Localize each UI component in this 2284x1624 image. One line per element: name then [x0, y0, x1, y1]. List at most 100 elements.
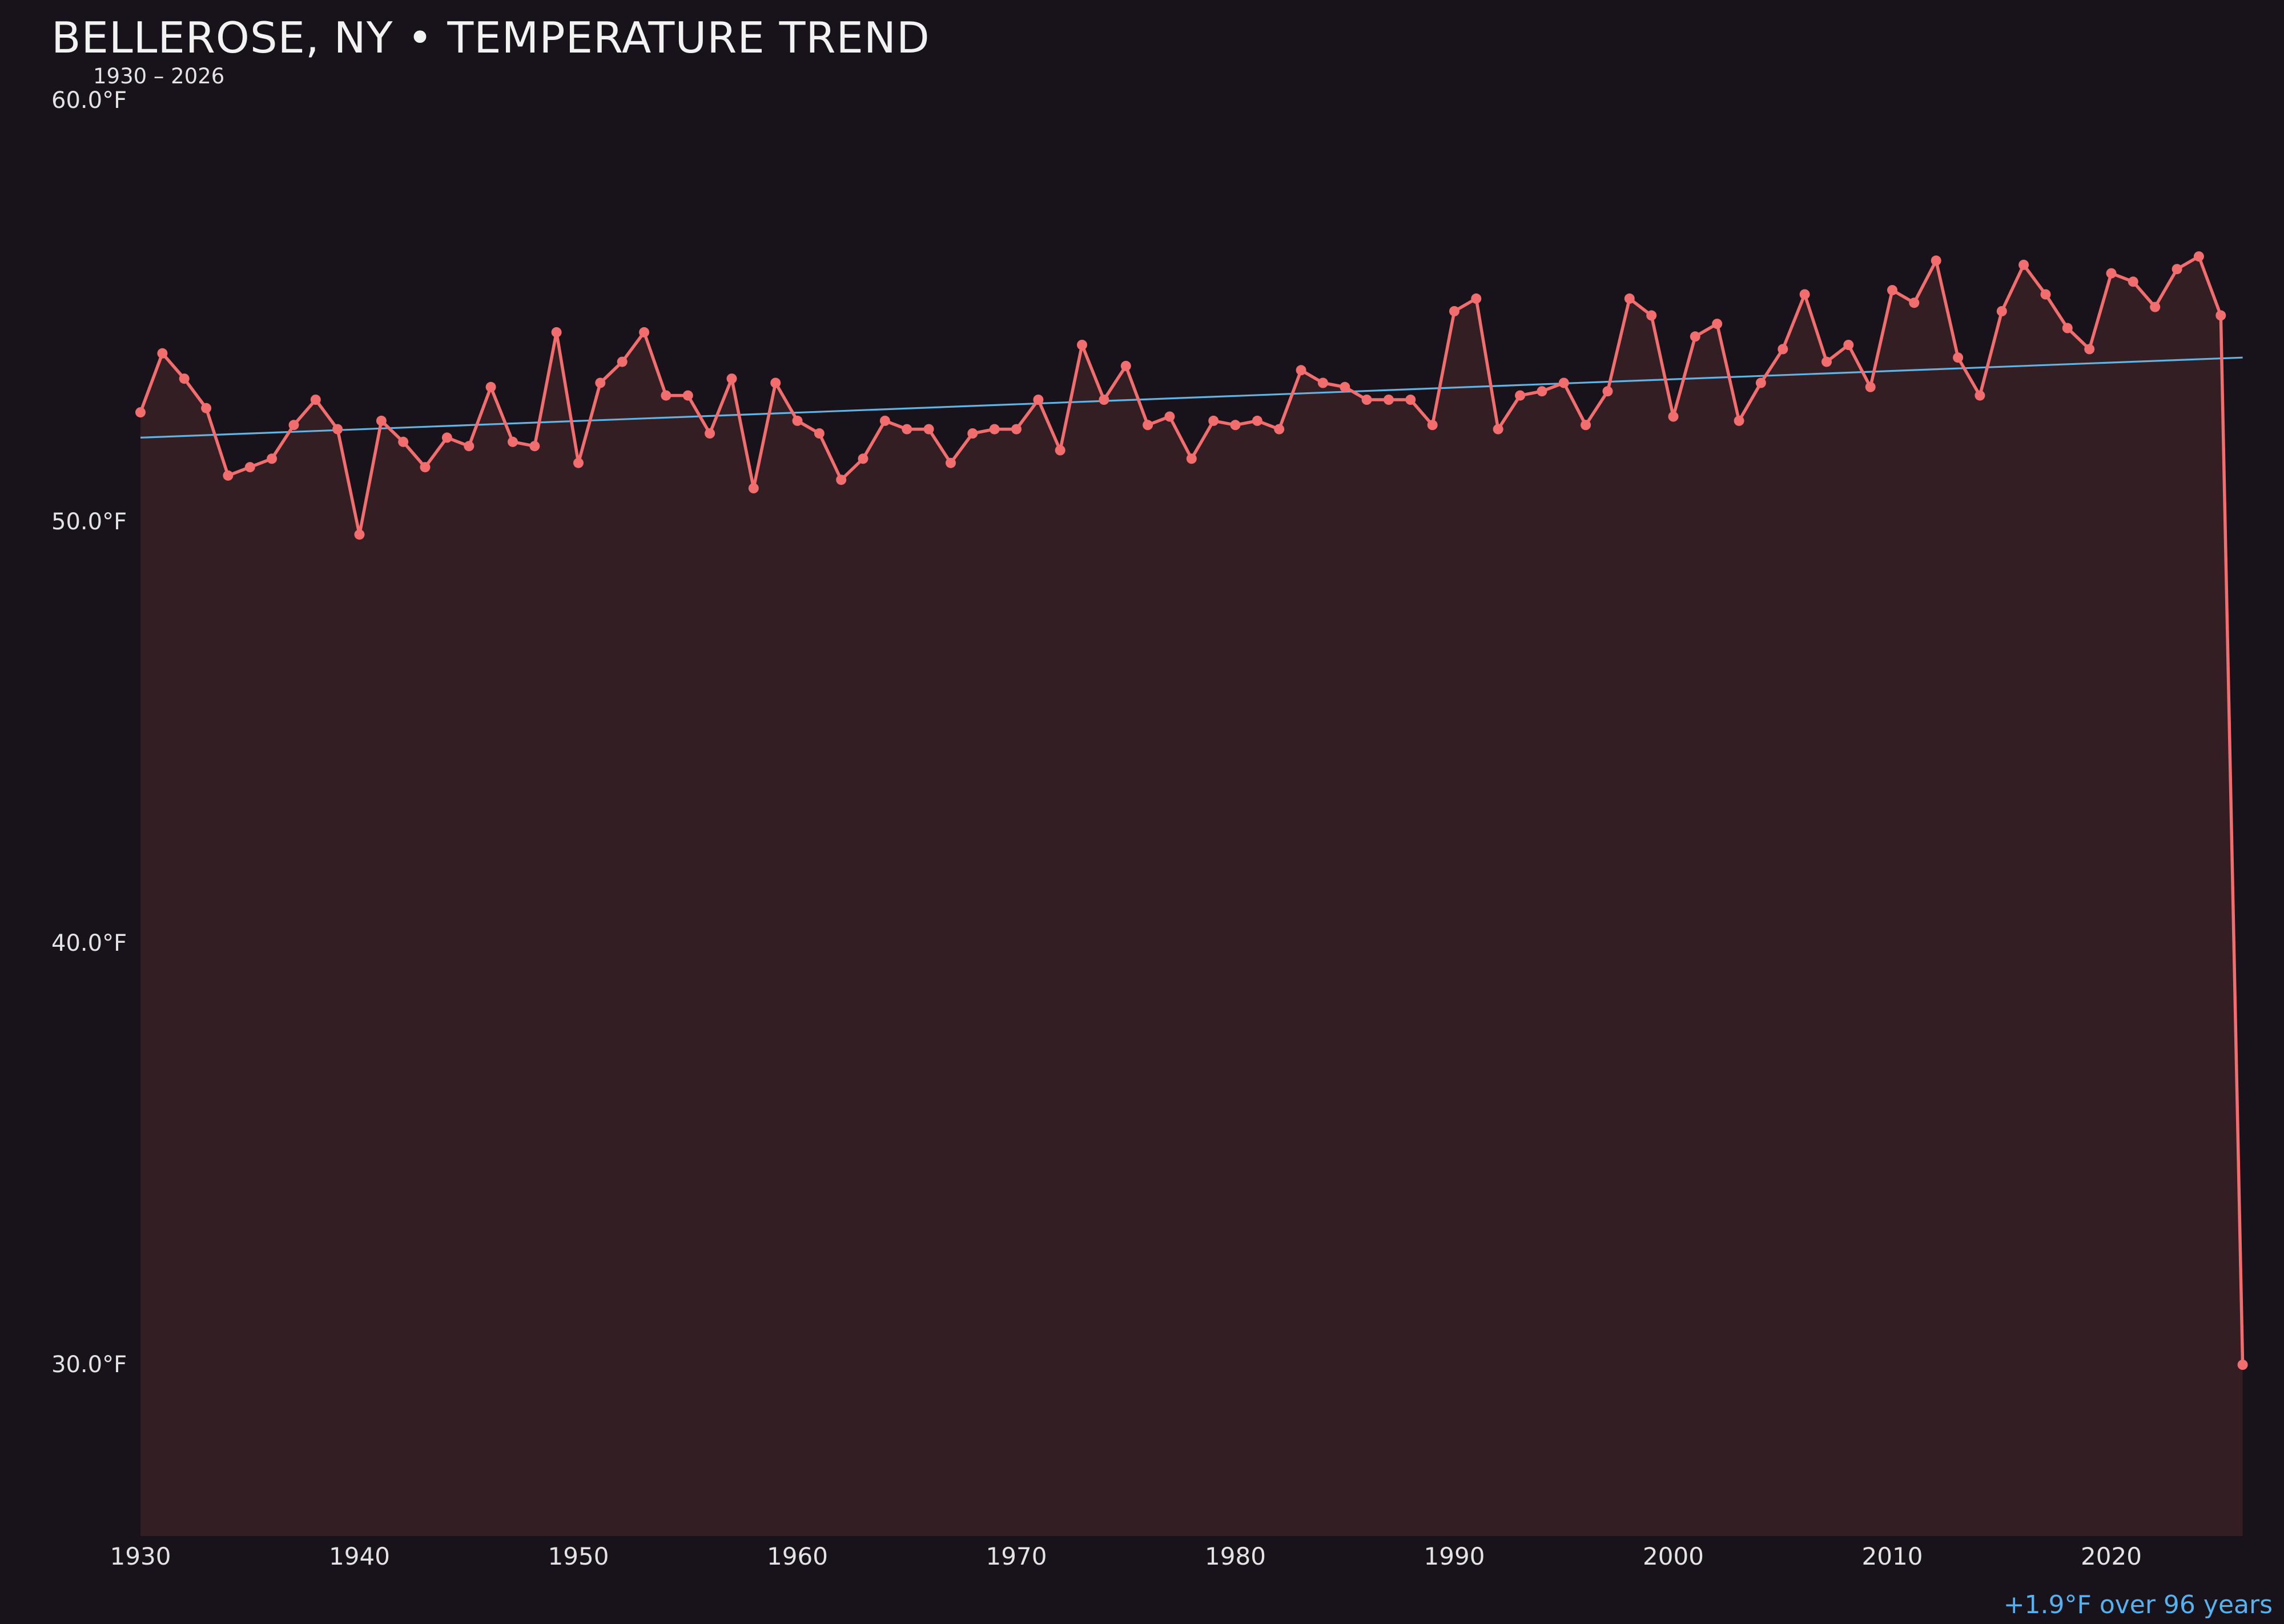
temperature-point	[2215, 310, 2226, 321]
temperature-point	[1668, 411, 1679, 422]
temperature-point	[792, 415, 803, 426]
temperature-point	[1734, 415, 1744, 426]
temperature-point	[1427, 420, 1438, 431]
temperature-point	[770, 377, 781, 388]
temperature-point	[923, 424, 934, 435]
x-tick-label: 1970	[986, 1542, 1047, 1570]
temperature-point	[1602, 386, 1613, 397]
y-tick-label: 50.0°F	[51, 509, 127, 535]
temperature-point	[551, 327, 562, 337]
temperature-point	[2018, 259, 2029, 270]
temperature-point	[1186, 453, 1197, 464]
temperature-point	[1120, 360, 1131, 371]
temperature-point	[398, 436, 409, 447]
temperature-point	[1909, 298, 1920, 308]
temperature-point	[1055, 445, 1065, 456]
temperature-point	[1317, 377, 1328, 388]
temperature-point	[2128, 276, 2138, 287]
temperature-point	[1537, 386, 1547, 397]
temperature-point	[1405, 395, 1416, 405]
temperature-point	[1690, 331, 1700, 342]
temperature-point	[332, 424, 343, 435]
temperature-point	[1887, 285, 1897, 296]
x-tick-label: 1930	[110, 1542, 171, 1570]
temperature-point	[1077, 340, 1087, 350]
chart-subtitle: 1930 – 2026	[93, 64, 225, 89]
temperature-point	[1515, 390, 1526, 401]
temperature-point	[1493, 424, 1503, 435]
temperature-point	[420, 462, 431, 473]
temperature-point	[1033, 395, 1044, 405]
temperature-point	[1996, 306, 2007, 316]
temperature-point	[508, 436, 518, 447]
temperature-point	[464, 441, 475, 452]
x-tick-label: 1980	[1205, 1542, 1266, 1570]
temperature-point	[529, 441, 540, 452]
temperature-point	[1755, 377, 1766, 388]
temperature-point	[244, 462, 255, 473]
temperature-point	[1340, 381, 1350, 392]
temperature-point	[836, 475, 847, 485]
x-tick-label: 1990	[1424, 1542, 1485, 1570]
temperature-point	[1361, 395, 1372, 405]
temperature-point	[639, 327, 650, 337]
temperature-point	[310, 395, 321, 405]
y-tick-label: 40.0°F	[51, 930, 127, 956]
temperature-point	[1274, 424, 1285, 435]
x-tick-label: 2010	[1862, 1542, 1923, 1570]
temperature-point	[1099, 395, 1109, 405]
temperature-point	[1646, 310, 1657, 321]
temperature-point	[157, 348, 168, 359]
temperature-point	[1252, 415, 1262, 426]
temperature-point	[946, 457, 956, 468]
temperature-point	[267, 453, 278, 464]
temperature-point	[1164, 411, 1175, 422]
temperature-point	[135, 407, 146, 418]
temperature-point	[2150, 302, 2161, 312]
temperature-point	[2237, 1360, 2248, 1370]
temperature-point	[2062, 323, 2073, 333]
temperature-point	[1558, 377, 1569, 388]
trend-annotation: +1.9°F over 96 years	[2003, 1590, 2273, 1619]
temperature-point	[1953, 352, 1964, 363]
y-tick-label: 60.0°F	[51, 87, 127, 114]
x-tick-label: 2020	[2081, 1542, 2142, 1570]
temperature-point	[1624, 293, 1635, 304]
temperature-point	[617, 356, 628, 367]
temperature-point	[726, 373, 737, 384]
temperature-point	[1011, 424, 1022, 435]
temperature-point	[989, 424, 1000, 435]
temperature-point	[748, 483, 759, 493]
temperature-point	[376, 415, 387, 426]
temperature-point	[1865, 381, 1876, 392]
y-tick-label: 30.0°F	[51, 1352, 127, 1378]
temperature-point	[595, 377, 606, 388]
temperature-point	[1449, 306, 1459, 316]
temperature-point	[1712, 319, 1723, 329]
temperature-point	[573, 457, 584, 468]
temperature-point	[441, 432, 452, 443]
chart-title: BELLEROSE, NY • TEMPERATURE TREND	[51, 13, 930, 63]
temperature-point	[967, 428, 978, 439]
area-fill	[140, 256, 2243, 1536]
temperature-point	[2084, 344, 2095, 355]
temperature-point	[1296, 365, 1306, 376]
temperature-point	[1581, 420, 1591, 431]
temperature-point	[661, 390, 671, 401]
temperature-point	[1778, 344, 1788, 355]
temperature-point	[1975, 390, 1985, 401]
x-tick-label: 1950	[548, 1542, 609, 1570]
temperature-point	[1821, 356, 1832, 367]
temperature-point	[902, 424, 912, 435]
temperature-point	[1143, 420, 1153, 431]
temperature-point	[1843, 340, 1854, 350]
temperature-point	[1471, 293, 1482, 304]
trend-line	[140, 356, 2243, 439]
temperature-point	[1799, 289, 1810, 300]
temperature-point	[1931, 255, 1941, 266]
temperature-point	[1208, 415, 1219, 426]
temperature-point	[485, 381, 496, 392]
temperature-point	[814, 428, 825, 439]
